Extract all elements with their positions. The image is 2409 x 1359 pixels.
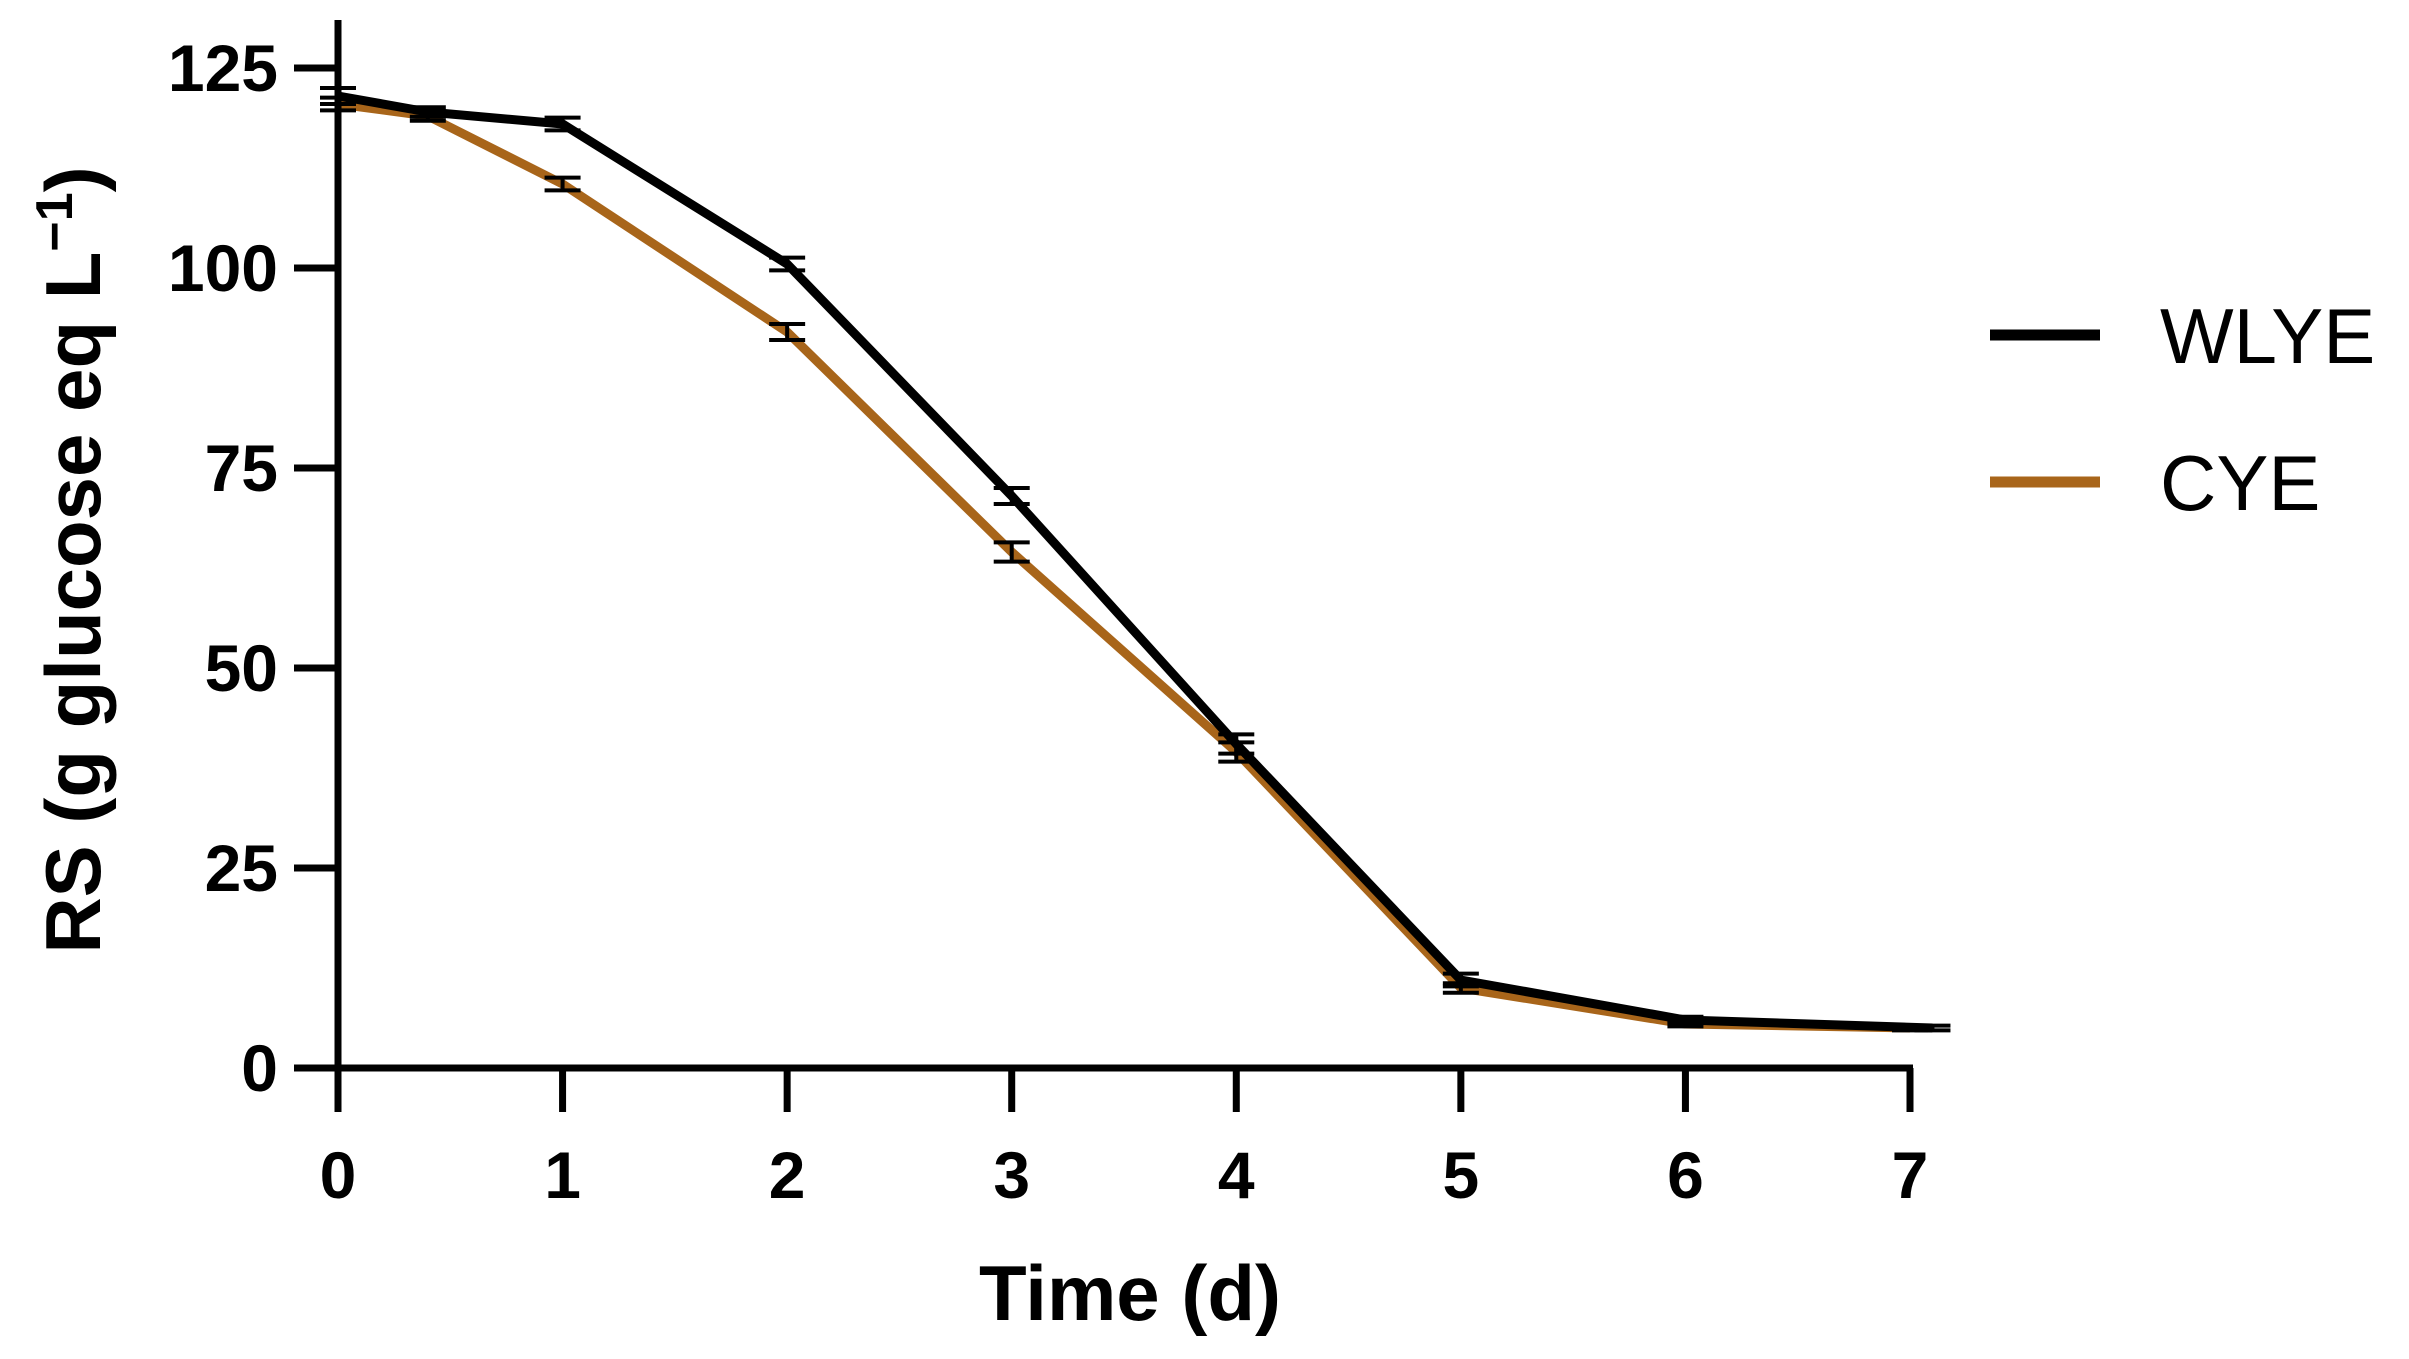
x-tick-label: 4 xyxy=(1218,1138,1255,1212)
y-axis-title-close: ) xyxy=(29,166,117,192)
legend-label-cye: CYE xyxy=(2160,439,2320,527)
y-axis-title-main: RS (g glucose eq L xyxy=(29,252,117,954)
error-bar-wlye xyxy=(993,486,1030,506)
x-ticks: 0 1 2 3 4 5 6 7 xyxy=(320,1068,1929,1212)
y-axis-title-superscript: −1 xyxy=(26,192,84,251)
x-tick-label: 5 xyxy=(1442,1138,1479,1212)
y-tick-label: 0 xyxy=(241,1031,278,1105)
series-layer xyxy=(320,86,1951,1033)
x-tick-label: 6 xyxy=(1667,1138,1704,1212)
y-tick-label: 25 xyxy=(205,831,278,905)
y-tick-label: 100 xyxy=(168,231,278,305)
error-bar-cye xyxy=(769,322,806,342)
error-bar-cye xyxy=(993,540,1030,564)
error-bar-wlye xyxy=(1667,1014,1704,1026)
y-axis-title: RS (g glucose eq L−1) xyxy=(26,166,117,953)
error-bar-wlye xyxy=(544,115,581,133)
error-bar-wlye xyxy=(769,255,806,273)
error-bar-wlye xyxy=(1218,732,1255,756)
legend-item-cye: CYE xyxy=(1990,439,2320,527)
legend: WLYE CYE xyxy=(1990,292,2375,527)
y-tick-label: 125 xyxy=(168,31,278,105)
legend-label-wlye: WLYE xyxy=(2160,292,2375,380)
x-tick-label: 3 xyxy=(993,1138,1030,1212)
x-tick-label: 7 xyxy=(1892,1138,1929,1212)
series-line-wlye xyxy=(337,91,1933,1033)
x-axis-title: Time (d) xyxy=(979,1249,1281,1337)
legend-item-wlye: WLYE xyxy=(1990,292,2375,380)
error-bar-wlye xyxy=(1442,971,1479,989)
x-tick-label: 1 xyxy=(544,1138,581,1212)
error-bar-wlye xyxy=(409,105,446,119)
series-line-cye xyxy=(337,99,1911,1033)
y-tick-label: 75 xyxy=(205,431,278,505)
x-tick-label: 2 xyxy=(769,1138,806,1212)
axes-layer xyxy=(334,20,1913,1072)
x-tick-label: 0 xyxy=(320,1138,357,1212)
error-bar-cye xyxy=(544,175,581,193)
error-bar-wlye xyxy=(1914,1023,1951,1033)
y-ticks: 0 25 50 75 100 125 xyxy=(168,31,338,1105)
y-tick-label: 50 xyxy=(205,631,278,705)
